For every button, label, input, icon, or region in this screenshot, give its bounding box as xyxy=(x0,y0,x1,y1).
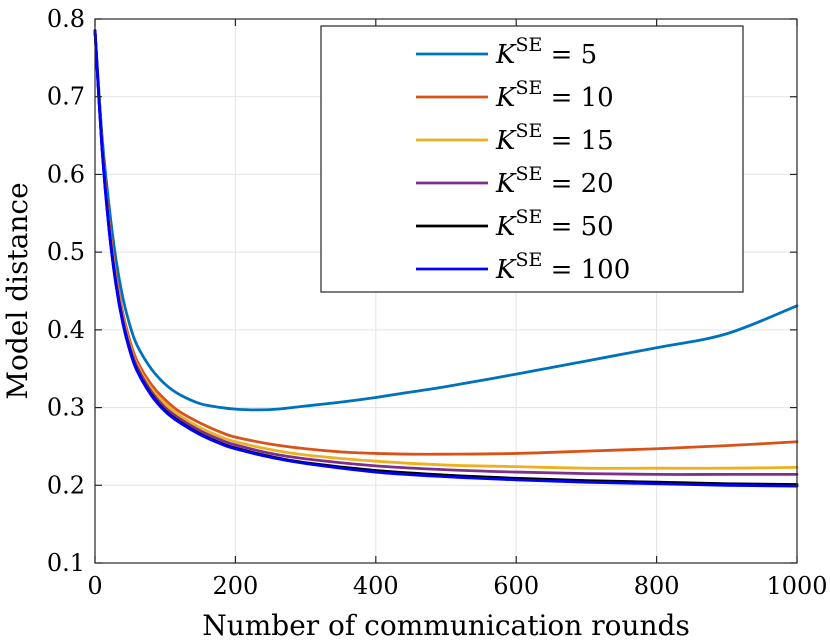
x-tick-label: 400 xyxy=(353,572,399,600)
y-tick-label: 0.6 xyxy=(47,160,85,188)
x-axis-title: Number of communication rounds xyxy=(202,609,690,642)
legend: KSE = 5 KSE = 10 KSE = 15 KSE = 20 KSE = 50 K… xyxy=(320,25,744,293)
x-tick-label: 1000 xyxy=(766,572,827,600)
legend-label-5: KSE = 50 xyxy=(495,206,614,242)
series-line-1 xyxy=(93,29,799,412)
x-tick-label: 600 xyxy=(493,572,539,600)
y-tick-label: 0.2 xyxy=(47,471,85,499)
x-tick-label: 800 xyxy=(634,572,680,600)
y-tick-label: 0.1 xyxy=(47,549,85,577)
legend-label-1: KSE = 5 xyxy=(495,34,597,70)
y-axis-title: Model distance xyxy=(1,182,34,399)
y-tick-label: 0.3 xyxy=(47,394,85,422)
axis-ticks: 0 200 400 600 800 1000 0.1 0.2 0.3 0.4 0.5 0.6 0.7 0.… xyxy=(47,5,828,600)
x-tick-label: 200 xyxy=(212,572,258,600)
series-line-6 xyxy=(93,29,799,488)
x-tick-label: 0 xyxy=(87,572,102,600)
legend-label-2: KSE = 10 xyxy=(495,77,614,113)
y-tick-label: 0.8 xyxy=(47,5,85,33)
plot-frame xyxy=(94,18,798,564)
legend-label-4: KSE = 20 xyxy=(495,163,614,199)
legend-label-6: KSE = 100 xyxy=(495,249,630,285)
series-lines xyxy=(93,29,799,488)
y-tick-label: 0.4 xyxy=(47,316,85,344)
y-tick-label: 0.5 xyxy=(47,238,85,266)
legend-label-3: KSE = 15 xyxy=(495,120,614,156)
y-tick-label: 0.7 xyxy=(47,83,85,111)
legend-box xyxy=(320,25,744,293)
